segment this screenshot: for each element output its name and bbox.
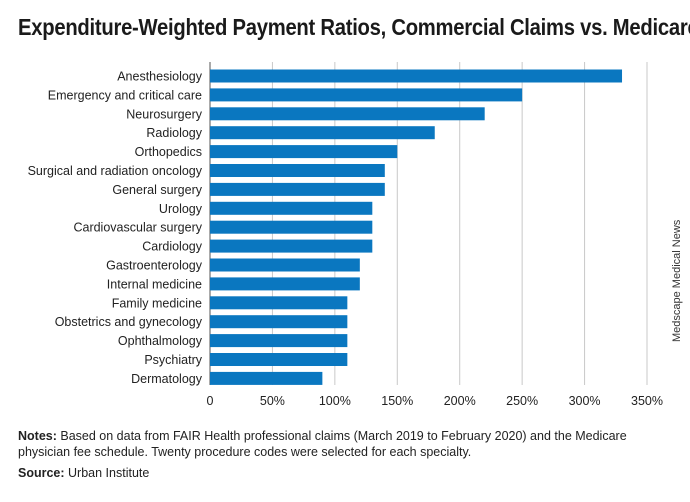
bars bbox=[210, 69, 623, 385]
notes-label: Notes: bbox=[18, 429, 57, 443]
category-label: Psychiatry bbox=[144, 353, 202, 367]
x-tick-label: 200% bbox=[444, 394, 476, 408]
category-label: Orthopedics bbox=[135, 145, 202, 159]
category-labels: Anesthesiology Emergency and critical car… bbox=[28, 70, 203, 386]
category-label: Surgical and radiation oncology bbox=[28, 164, 203, 178]
category-label: Neurosurgery bbox=[126, 107, 202, 121]
chart-title: Expenditure-Weighted Payment Ratios, Com… bbox=[18, 14, 690, 40]
notes: Notes: Based on data from FAIR Health pr… bbox=[18, 428, 658, 460]
x-tick-label: 350% bbox=[631, 394, 663, 408]
bar bbox=[210, 258, 360, 272]
x-tick-labels: 0 50% 100% 150% 200% 250% 300% 350% bbox=[207, 394, 663, 408]
category-label: Anesthesiology bbox=[117, 70, 203, 84]
category-label: Cardiology bbox=[142, 240, 203, 254]
bar bbox=[210, 201, 373, 215]
category-label: General surgery bbox=[112, 183, 202, 197]
category-label: Obstetrics and gynecology bbox=[55, 315, 203, 329]
bar bbox=[210, 315, 348, 329]
category-label: Cardiovascular surgery bbox=[73, 221, 202, 235]
bar bbox=[210, 107, 485, 121]
bar bbox=[210, 239, 373, 253]
bar bbox=[210, 164, 385, 177]
source: Source: Urban Institute bbox=[18, 466, 149, 480]
bar bbox=[210, 145, 398, 159]
bar bbox=[210, 334, 348, 348]
bar bbox=[210, 353, 348, 366]
x-tick-label: 300% bbox=[569, 394, 601, 408]
category-label: Internal medicine bbox=[107, 277, 202, 291]
watermark: Medscape Medical News bbox=[671, 219, 683, 342]
source-label: Source: bbox=[18, 466, 65, 480]
category-label: Family medicine bbox=[112, 296, 202, 310]
bar bbox=[210, 182, 385, 196]
source-text: Urban Institute bbox=[68, 466, 150, 480]
x-tick-label: 100% bbox=[319, 394, 351, 408]
notes-text: Based on data from FAIR Health professio… bbox=[18, 429, 627, 459]
x-tick-label: 0 bbox=[207, 394, 214, 408]
bar-chart: Anesthesiology Emergency and critical car… bbox=[28, 62, 663, 408]
category-label: Emergency and critical care bbox=[48, 88, 202, 102]
x-tick-label: 150% bbox=[381, 394, 413, 408]
bar bbox=[210, 69, 623, 83]
bar bbox=[210, 296, 348, 310]
category-label: Gastroenterology bbox=[106, 259, 203, 273]
category-label: Urology bbox=[159, 202, 203, 216]
bar bbox=[210, 88, 523, 102]
x-tick-label: 50% bbox=[260, 394, 285, 408]
category-label: Radiology bbox=[146, 126, 202, 140]
x-tick-label: 250% bbox=[506, 394, 538, 408]
bar bbox=[210, 126, 435, 140]
bar bbox=[210, 371, 323, 385]
category-label: Ophthalmology bbox=[118, 334, 203, 348]
bar bbox=[210, 277, 360, 291]
bar bbox=[210, 220, 373, 234]
category-label: Dermatology bbox=[131, 372, 203, 386]
